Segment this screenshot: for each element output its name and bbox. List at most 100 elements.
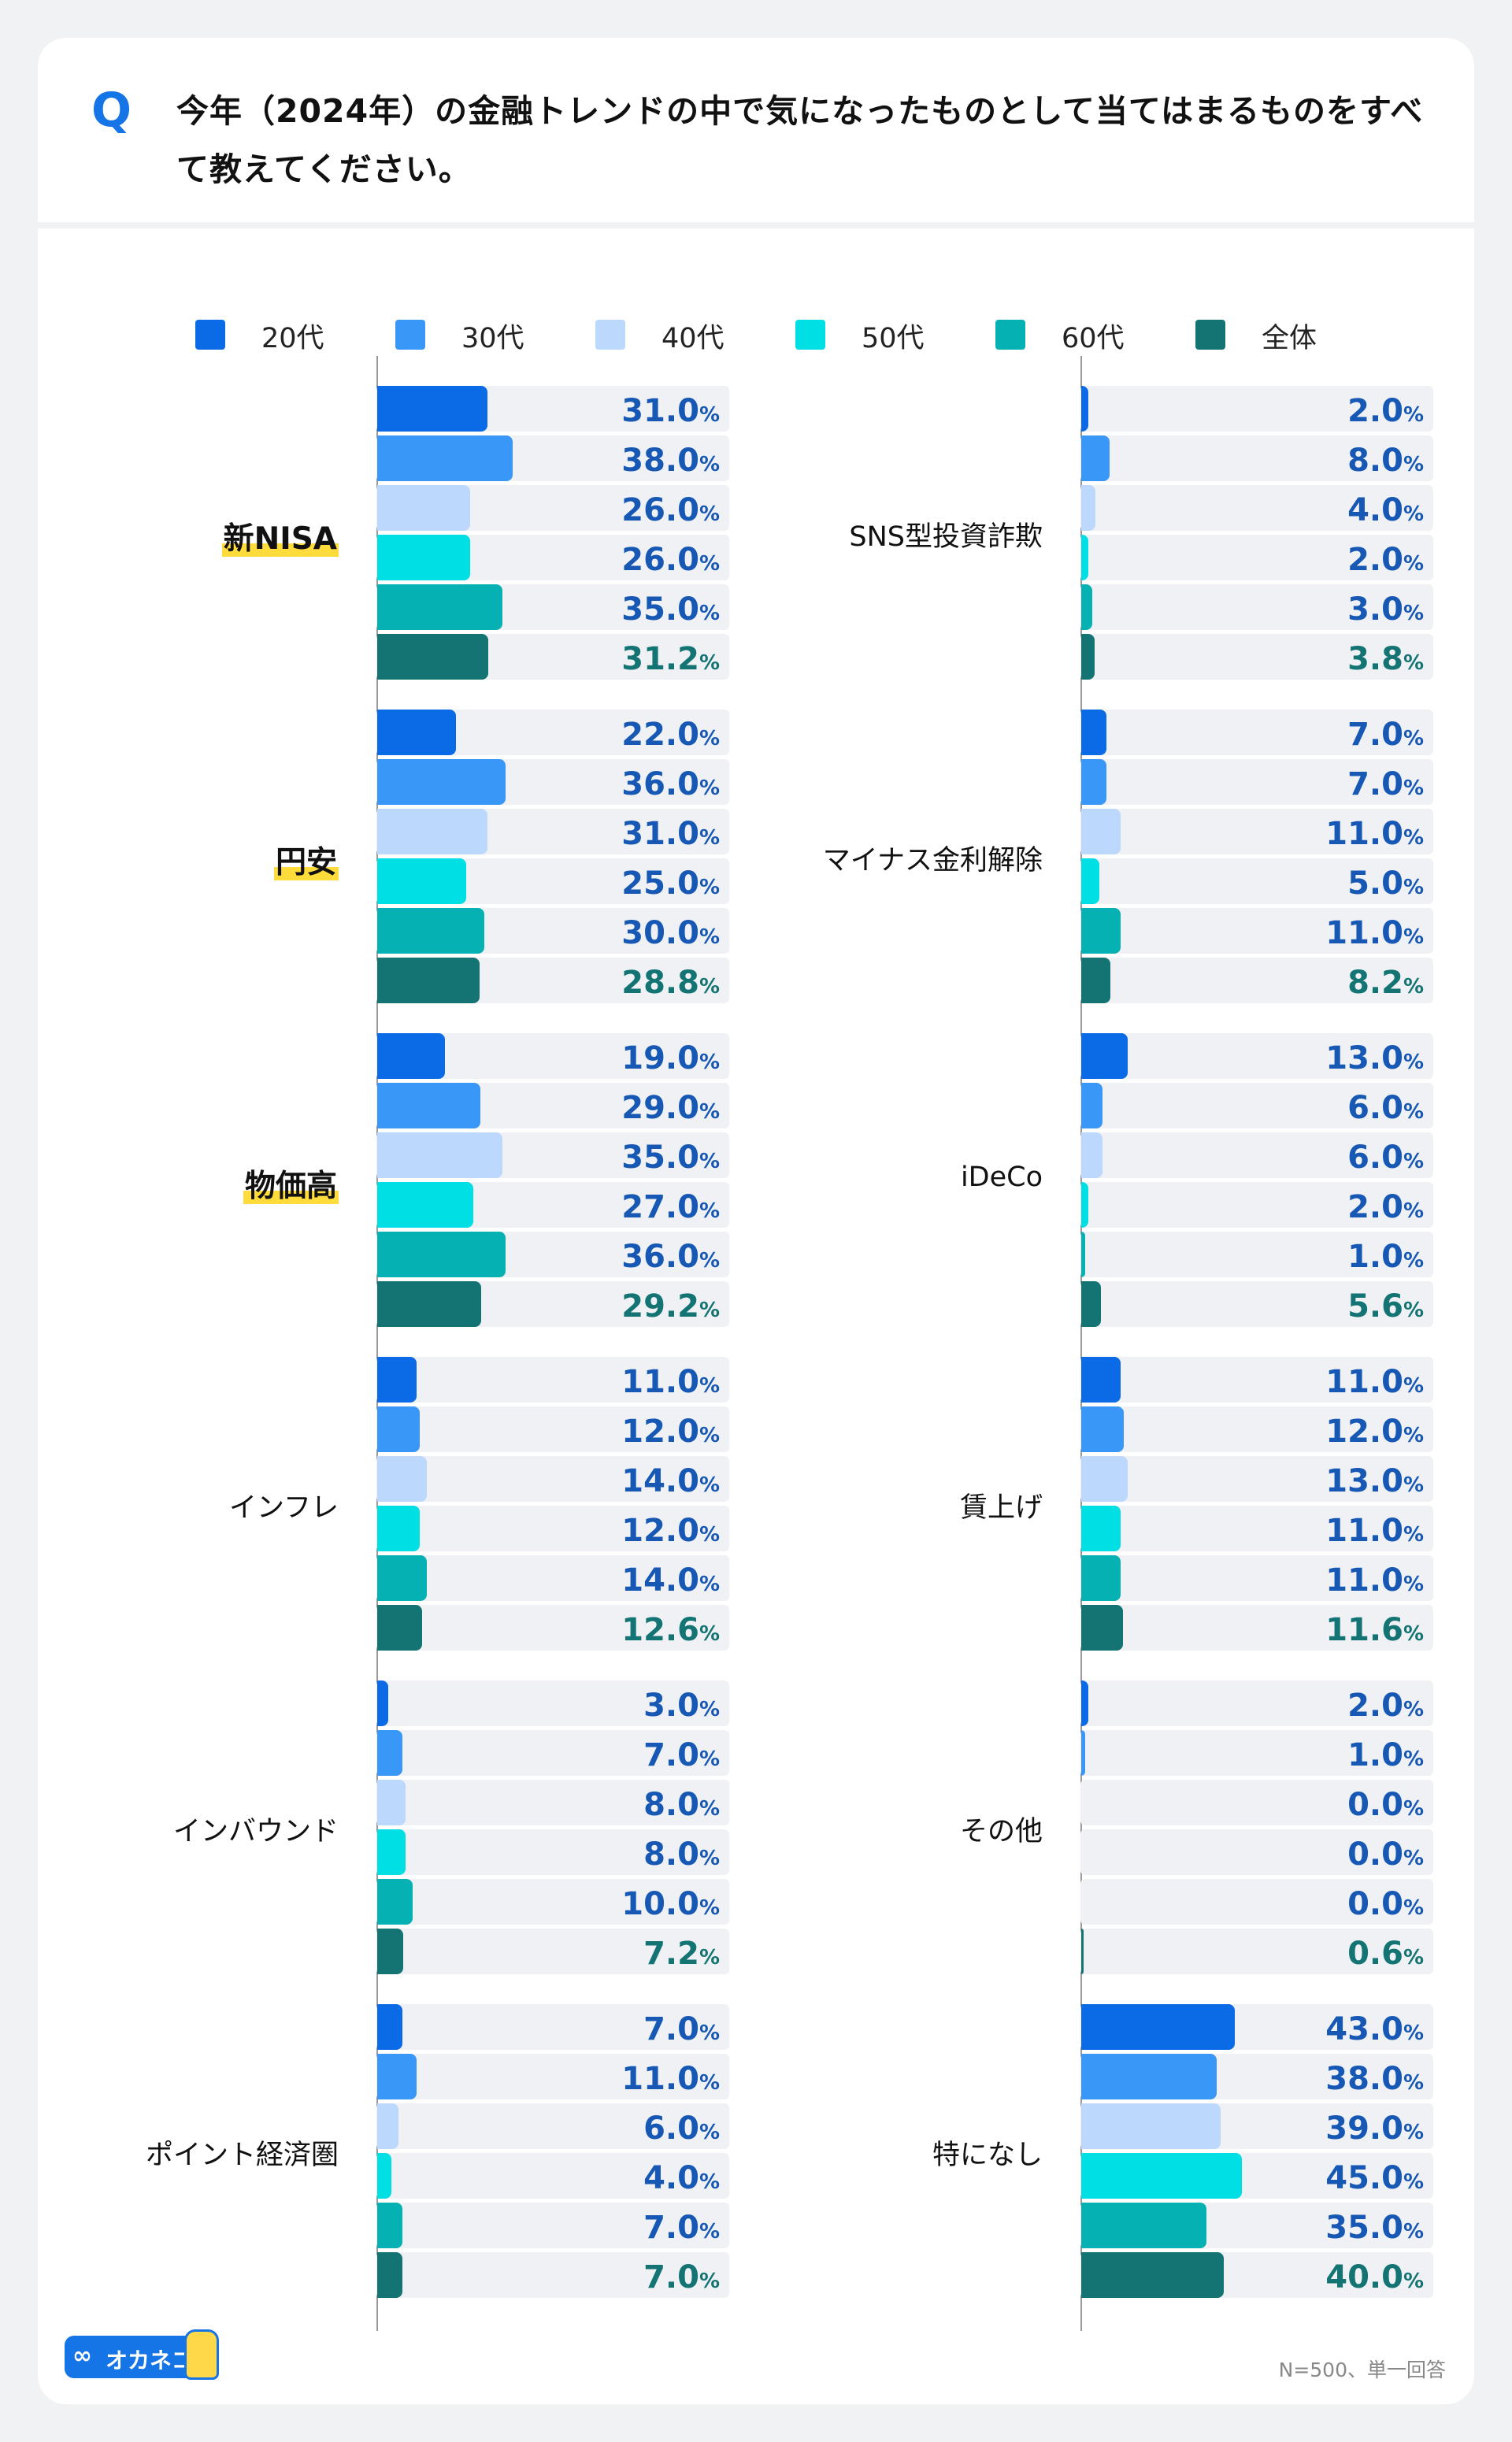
data-label: 31.0%	[621, 386, 720, 432]
data-label-unit: %	[1403, 1946, 1424, 1970]
data-label: 1.0%	[1347, 1730, 1424, 1776]
bar-30代	[1081, 759, 1106, 805]
data-label-unit: %	[1403, 1199, 1424, 1223]
category-label: iDeCo	[961, 1162, 1043, 1193]
data-label: 14.0%	[621, 1555, 720, 1601]
data-label-unit: %	[1403, 1473, 1424, 1497]
bar-60代	[1081, 1555, 1121, 1601]
category-label-text: 新NISA	[221, 521, 339, 557]
bar-50代	[377, 535, 470, 580]
data-label-unit: %	[1403, 1847, 1424, 1870]
data-label-value: 3.8	[1347, 641, 1403, 677]
bar-track	[1080, 1929, 1433, 1974]
category-label: マイナス金利解除	[823, 838, 1043, 878]
data-label-unit: %	[699, 2121, 720, 2144]
data-label-value: 29.0	[621, 1090, 699, 1126]
data-label-value: 0.0	[1347, 1836, 1403, 1873]
category-label: インフレ	[229, 1485, 339, 1525]
bar-track	[1080, 759, 1433, 805]
data-label: 29.0%	[621, 1083, 720, 1128]
data-label-value: 35.0	[621, 1139, 699, 1176]
data-label-value: 2.0	[1347, 1688, 1403, 1724]
chart-card: Q 今年（2024年）の金融トレンドの中で気になったものとして当てはまるものをす…	[38, 38, 1474, 2404]
bar-40代	[1081, 2103, 1221, 2149]
data-label-unit: %	[699, 1051, 720, 1074]
data-label-value: 5.6	[1347, 1288, 1403, 1325]
data-label-unit: %	[699, 1946, 720, 1970]
bar-track	[1080, 958, 1433, 1003]
category-label-text: 賃上げ	[959, 1492, 1043, 1524]
data-label-unit: %	[1403, 1523, 1424, 1547]
data-label: 2.0%	[1347, 535, 1424, 580]
bar-40代	[1081, 1132, 1103, 1178]
data-label: 4.0%	[643, 2153, 720, 2199]
data-label-unit: %	[699, 1747, 720, 1771]
bar-60代	[377, 2203, 402, 2248]
data-label-unit: %	[699, 1896, 720, 1920]
bar-40代	[1081, 1456, 1128, 1502]
legend: 20代 30代 40代 50代 60代 全体	[38, 306, 1474, 354]
bar-全体	[1081, 2252, 1225, 2298]
data-label-unit: %	[1403, 1299, 1424, 1322]
data-label-value: 12.0	[621, 1414, 699, 1450]
data-label: 0.0%	[1347, 1780, 1424, 1825]
data-label-value: 11.0	[621, 2061, 699, 2097]
bar-全体	[1081, 1929, 1084, 1974]
data-label-value: 45.0	[1325, 2160, 1403, 2196]
bar-全体	[377, 958, 480, 1003]
data-label: 26.0%	[621, 535, 720, 580]
data-label-unit: %	[1403, 2270, 1424, 2293]
bar-60代	[377, 584, 502, 630]
sample-size-note: N=500、単一回答	[1278, 2359, 1446, 2381]
bar-全体	[1081, 634, 1095, 680]
data-label: 10.0%	[621, 1879, 720, 1925]
data-label-unit: %	[1403, 975, 1424, 999]
data-label-unit: %	[699, 1424, 720, 1447]
bar-50代	[377, 1829, 406, 1875]
bar-20代	[377, 1680, 388, 1726]
data-label: 11.0%	[1325, 1357, 1424, 1403]
data-label-value: 12.6	[621, 1612, 699, 1648]
data-label-value: 31.2	[621, 641, 699, 677]
category-label: 円安	[273, 838, 339, 882]
data-label-value: 36.0	[621, 1239, 699, 1275]
bar-track	[376, 2153, 729, 2199]
data-label-unit: %	[699, 1622, 720, 1646]
bar-track	[376, 1406, 729, 1452]
data-label-unit: %	[1403, 2071, 1424, 2095]
bar-track	[376, 1829, 729, 1875]
bar-track	[1080, 809, 1433, 854]
data-label-unit: %	[699, 2071, 720, 2095]
data-label-unit: %	[1403, 826, 1424, 850]
data-label: 11.0%	[1325, 908, 1424, 954]
data-label-value: 19.0	[621, 1040, 699, 1076]
bar-track	[376, 1555, 729, 1601]
legend-label: 20代	[261, 323, 324, 354]
bar-40代	[377, 2103, 399, 2149]
category-label-text: 物価高	[243, 1168, 339, 1204]
bar-track	[1080, 1456, 1433, 1502]
bar-track	[376, 1730, 729, 1776]
category-label: 特になし	[932, 2133, 1043, 2173]
data-label: 7.0%	[643, 2203, 720, 2248]
data-label-value: 35.0	[1325, 2210, 1403, 2246]
data-label-value: 1.0	[1347, 1737, 1403, 1773]
data-label-unit: %	[1403, 727, 1424, 750]
legend-swatch	[195, 320, 225, 350]
bar-40代	[1081, 809, 1121, 854]
category-label-text: 特になし	[932, 2139, 1043, 2171]
bar-30代	[377, 1406, 421, 1452]
bar-track	[1080, 1605, 1433, 1651]
data-label-unit: %	[699, 2021, 720, 2045]
data-label-value: 11.0	[1325, 915, 1403, 951]
data-label-unit: %	[1403, 1051, 1424, 1074]
data-label: 7.0%	[643, 2004, 720, 2050]
bar-60代	[1081, 584, 1092, 630]
category-label-text: マイナス金利解除	[822, 844, 1043, 876]
bar-track	[376, 1780, 729, 1825]
data-label-value: 31.0	[621, 816, 699, 852]
data-label: 7.0%	[643, 1730, 720, 1776]
bar-track	[1080, 1680, 1433, 1726]
bar-30代	[1081, 1406, 1125, 1452]
data-label-unit: %	[699, 925, 720, 949]
